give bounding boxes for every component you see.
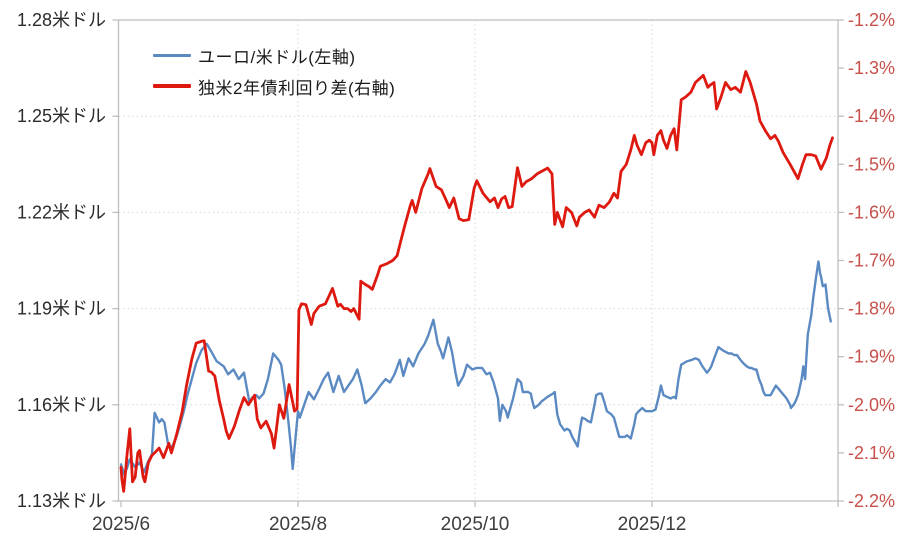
series-line-eurusd bbox=[119, 260, 832, 477]
x-axis-label: 2025/6 bbox=[92, 514, 150, 535]
left-axis-label: 1.19米ドル bbox=[17, 299, 106, 319]
x-axis-label: 2025/8 bbox=[269, 514, 327, 535]
left-axis-label: 1.28米ドル bbox=[17, 10, 106, 30]
legend-label-yield-spread: 独米2年債利回り差(右軸) bbox=[198, 78, 396, 98]
left-axis-label: 1.25米ドル bbox=[17, 106, 106, 126]
x-axis-label: 2025/10 bbox=[441, 514, 510, 535]
chart-legend: ユーロ/米ドル(左軸) 独米2年債利回り差(右軸) bbox=[153, 44, 396, 98]
legend-item-eurusd: ユーロ/米ドル(左軸) bbox=[153, 44, 395, 67]
right-axis-label: -2.2% bbox=[848, 491, 895, 511]
right-axis-label: -2.0% bbox=[848, 395, 895, 415]
legend-swatch-blue-line bbox=[153, 53, 191, 57]
right-axis-label: -2.1% bbox=[848, 443, 895, 463]
legend-swatch-red-line bbox=[153, 84, 191, 88]
left-axis-label: 1.13米ドル bbox=[17, 491, 106, 511]
x-axis-label: 2025/12 bbox=[618, 514, 687, 535]
legend-label-eurusd: ユーロ/米ドル(左軸) bbox=[198, 47, 356, 67]
right-axis-label: -1.2% bbox=[848, 10, 895, 30]
left-axis-label: 1.22米ドル bbox=[17, 202, 106, 222]
series-line-yield-spread bbox=[119, 70, 834, 493]
right-axis-label: -1.4% bbox=[848, 106, 895, 126]
right-axis-label: -1.9% bbox=[848, 347, 895, 367]
right-axis-label: -1.5% bbox=[848, 154, 895, 174]
right-axis-label: -1.3% bbox=[848, 58, 895, 78]
right-axis-label: -1.6% bbox=[848, 202, 895, 222]
right-axis-label: -1.7% bbox=[848, 251, 895, 271]
legend-item-yield-spread: 独米2年債利回り差(右軸) bbox=[153, 75, 396, 98]
right-axis-label: -1.8% bbox=[848, 299, 895, 319]
left-axis-label: 1.16米ドル bbox=[17, 395, 106, 415]
